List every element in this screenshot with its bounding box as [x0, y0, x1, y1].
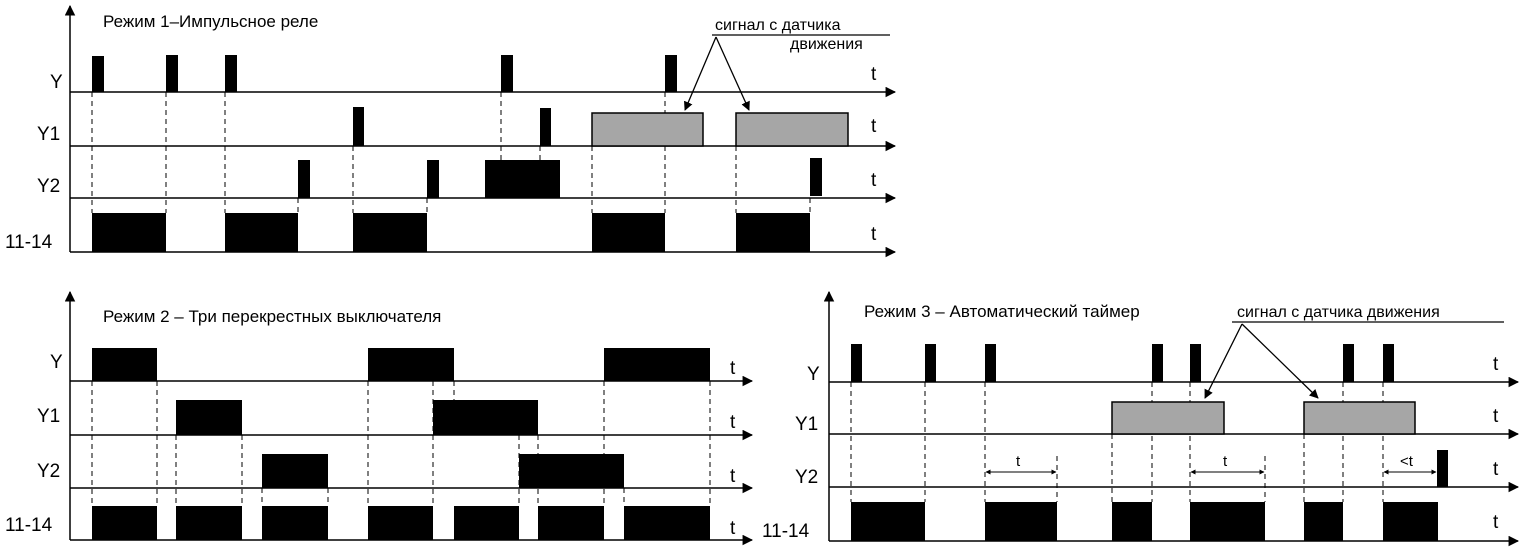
mode3-annotation-arrows — [1204, 323, 1319, 399]
mode3-panel: Режим 3 – Автоматический таймер сигнал с… — [762, 290, 1520, 547]
mode1-annotation-arrows — [684, 36, 750, 111]
mode2-axes — [64, 290, 754, 546]
mode1-row-label-y: Y — [50, 72, 63, 93]
mode2-t-label-y1: t — [730, 412, 736, 433]
mode1-motion-signal-1 — [591, 112, 704, 147]
mode2-t-label-y: t — [730, 358, 736, 379]
mode2-y2-pulses — [262, 454, 624, 488]
mode2-row-label-y: Y — [50, 352, 63, 373]
mode2-row-label-y2: Y2 — [37, 461, 60, 482]
mode1-motion-signal-2 — [735, 112, 849, 147]
mode3-y1-signals — [1111, 401, 1416, 435]
mode1-t-label-y2: t — [871, 170, 877, 191]
mode1-output-11-14 — [92, 213, 810, 252]
mode2-t-label-y2: t — [730, 466, 736, 487]
mode2-output-11-14 — [92, 506, 710, 540]
mode1-row-label-11-14: 11-14 — [5, 232, 53, 253]
mode2-row-label-y1: Y1 — [37, 406, 60, 427]
mode3-t-label-y: t — [1493, 354, 1499, 375]
mode2-row-label-11-14: 11-14 — [5, 515, 53, 536]
mode1-y-pulses — [92, 55, 677, 92]
mode3-dashed-guides — [850, 382, 1384, 502]
mode1-panel: Режим 1–Импульсное реле сигнал с датчика… — [5, 4, 897, 258]
mode3-row-label-y1: Y1 — [795, 414, 818, 435]
mode3-motion-signal-2 — [1303, 401, 1416, 435]
mode1-row-label-y1: Y1 — [37, 124, 60, 145]
mode3-row-label-y2: Y2 — [795, 467, 818, 488]
mode3-annotation: сигнал с датчика движения — [1237, 304, 1440, 321]
mode3-y2-pulses — [1437, 450, 1448, 487]
mode3-t-label-y2: t — [1493, 459, 1499, 480]
mode1-y1-signals — [353, 107, 849, 147]
mode1-title: Режим 1–Импульсное реле — [103, 12, 318, 31]
mode3-row-label-11-14: 11-14 — [762, 521, 810, 542]
mode2-title: Режим 2 – Три перекрестных выключателя — [103, 307, 441, 326]
mode1-dashed-guides — [91, 92, 811, 213]
mode3-title: Режим 3 – Автоматический таймер — [864, 302, 1140, 321]
mode2-y1-pulses — [176, 400, 538, 435]
mode2-panel: Режим 2 – Три перекрестных выключателя Y… — [5, 290, 754, 546]
mode1-t-label-11-14: t — [871, 224, 877, 245]
mode2-dashed-guides — [91, 381, 711, 506]
mode1-row-label-y2: Y2 — [37, 176, 60, 197]
mode3-duration-label-2: t — [1223, 453, 1228, 470]
mode3-t-label-11-14: t — [1493, 512, 1499, 533]
mode1-t-label-y: t — [871, 64, 877, 85]
mode3-duration-label-3: <t — [1400, 453, 1414, 470]
mode3-y-pulses — [851, 344, 1394, 382]
mode2-t-label-11-14: t — [730, 518, 736, 539]
mode3-row-label-y: Y — [807, 364, 820, 385]
mode3-t-label-y1: t — [1493, 406, 1499, 427]
mode3-motion-signal-1 — [1111, 401, 1225, 435]
mode1-t-label-y1: t — [871, 116, 877, 137]
mode1-annotation-line2: движения — [790, 36, 863, 53]
mode2-y-pulses — [92, 348, 710, 381]
mode1-annotation-line1: сигнал с датчика — [715, 17, 841, 34]
mode3-duration-label-1: t — [1016, 453, 1021, 470]
mode1-y2-pulses — [298, 158, 822, 198]
mode3-output-11-14 — [851, 502, 1438, 541]
